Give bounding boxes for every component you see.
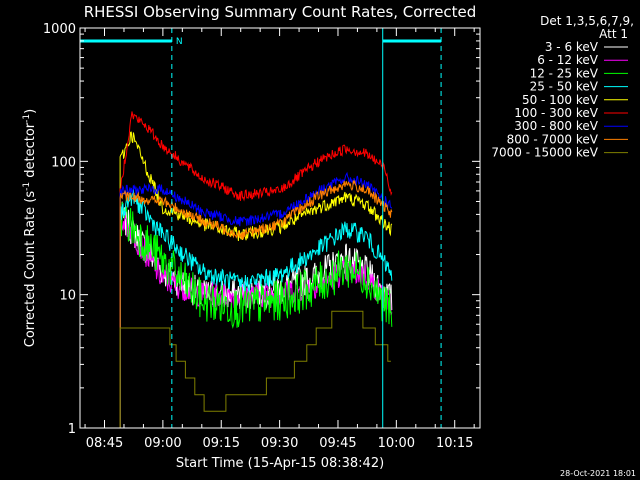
legend-label-800-7000-kev: 800 - 7000 keV <box>507 132 599 146</box>
y-tick-label: 1000 <box>43 22 76 37</box>
attenuator-label: N <box>176 37 183 47</box>
legend-label-25-50-kev: 25 - 50 keV <box>530 80 599 94</box>
legend-label-7000-15000-kev: 7000 - 15000 keV <box>491 146 598 160</box>
x-tick-label: 10:00 <box>378 436 415 451</box>
x-tick-label: 08:45 <box>86 436 123 451</box>
tick-layer: 08:45 09:00 09:15 09:30 09:45 10:00 10:15 1 10 10… <box>43 22 480 451</box>
legend-label-12-25-kev: 12 - 25 keV <box>530 66 599 80</box>
series-layer <box>119 111 393 428</box>
legend-label-50-100-kev: 50 - 100 keV <box>522 93 599 107</box>
x-tick-label: 09:45 <box>319 436 356 451</box>
y-axis-label-main: Corrected Count Rate (s <box>23 191 38 348</box>
timestamp: 28-Oct-2021 18:01 <box>560 469 636 478</box>
series-line-800-7000-kev <box>119 179 393 428</box>
y-axis-label-sup1: -1 <box>22 182 32 191</box>
series-line-12-25-kev <box>119 202 393 428</box>
y-axis-label: Corrected Count Rate (s-1 detector-1) <box>22 109 38 347</box>
legend-label-100-300-kev: 100 - 300 keV <box>514 106 598 120</box>
y-tick-label: 100 <box>51 155 76 170</box>
y-axis-label-mid: detector <box>23 122 38 182</box>
x-tick-label: 10:15 <box>436 436 473 451</box>
x-tick-label: 09:00 <box>144 436 181 451</box>
series-line-100-300-kev <box>119 111 393 428</box>
legend-header-attenuator: Att 1 <box>599 27 628 41</box>
series-line-300-800-kev <box>119 171 393 428</box>
legend-header-detectors: Det 1,3,5,6,7,9, <box>540 14 634 28</box>
y-axis-label-sup2: -1 <box>22 114 32 123</box>
x-tick-label: 09:15 <box>203 436 240 451</box>
series-line-25-50-kev <box>119 188 393 428</box>
y-tick-label: 10 <box>59 289 76 304</box>
legend-label-300-800-kev: 300 - 800 keV <box>514 119 598 133</box>
y-tick-label: 1 <box>68 422 76 437</box>
chart-title: RHESSI Observing Summary Count Rates, Co… <box>84 3 477 21</box>
y-axis-label-end: ) <box>23 109 38 114</box>
x-axis-label: Start Time (15-Apr-15 08:38:42) <box>176 456 384 471</box>
series-line-7000-15000-kev <box>119 310 391 428</box>
legend-label-6-12-kev: 6 - 12 keV <box>537 53 599 67</box>
x-tick-label: 09:30 <box>261 436 298 451</box>
legend-label-3-6-kev: 3 - 6 keV <box>545 40 599 54</box>
